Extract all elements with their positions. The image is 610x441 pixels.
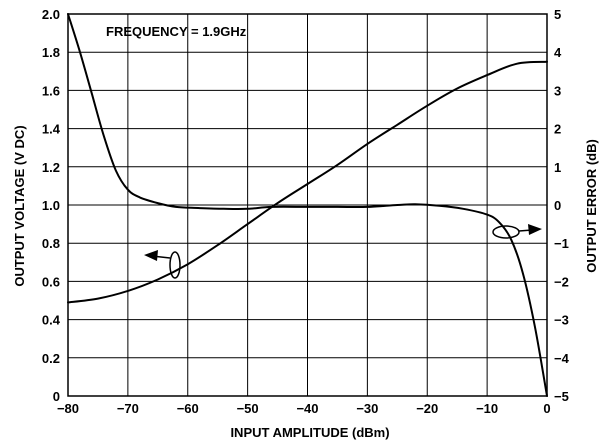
- x-tick-label: −80: [57, 401, 79, 416]
- y-right-tick-label: 5: [554, 7, 561, 22]
- y-left-tick-label: 0.4: [42, 313, 61, 328]
- y-right-tick-label: −5: [554, 389, 569, 404]
- y-left-tick-label: 1.0: [42, 198, 60, 213]
- x-tick-label: −30: [356, 401, 378, 416]
- grid: [67, 13, 548, 397]
- y-right-axis-title: OUTPUT ERROR (dB): [584, 139, 599, 273]
- y-left-tick-label: 1.6: [42, 83, 60, 98]
- x-axis-title: INPUT AMPLITUDE (dBm): [230, 425, 389, 440]
- plot-frame: [67, 13, 548, 397]
- y-left-tick-label: 0.2: [42, 351, 60, 366]
- output-voltage-line: [67, 60, 548, 304]
- y-right-tick-label: 4: [554, 45, 562, 60]
- y-left-tick-label: 1.2: [42, 160, 60, 175]
- x-tick-label: −40: [296, 401, 318, 416]
- y-right-tick-label: −4: [554, 351, 570, 366]
- x-tick-label: −60: [177, 401, 199, 416]
- y-right-tick-label: −2: [554, 274, 569, 289]
- tick-labels: −80 −70 −60 −50 −40 −30 −20 −10 000.20.40.60.81.…: [42, 7, 570, 416]
- y-left-tick-label: 0.6: [42, 274, 60, 289]
- x-tick-label: −50: [237, 401, 259, 416]
- right-series-pointer: [492, 224, 542, 239]
- x-tick-label: −20: [416, 401, 438, 416]
- y-left-tick-label: 1.4: [42, 122, 61, 137]
- y-right-tick-label: −3: [554, 313, 569, 328]
- output-error-line: [67, 13, 548, 397]
- y-right-tick-label: 1: [554, 160, 561, 175]
- y-left-tick-label: 1.8: [42, 45, 60, 60]
- x-tick-label: −10: [476, 401, 498, 416]
- y-right-tick-label: −1: [554, 236, 569, 251]
- y-left-tick-label: 0: [53, 389, 60, 404]
- frequency-annotation: FREQUENCY = 1.9GHz: [106, 24, 247, 39]
- x-tick-label: 0: [543, 401, 550, 416]
- frame: [67, 13, 548, 397]
- y-right-tick-label: 2: [554, 122, 561, 137]
- y-left-tick-label: 0.8: [42, 236, 60, 251]
- y-left-axis-title: OUTPUT VOLTAGE (V DC): [12, 125, 27, 286]
- y-right-tick-label: 3: [554, 83, 561, 98]
- series-layer: [67, 13, 548, 397]
- left-series-pointer: [144, 250, 181, 279]
- y-right-tick-label: 0: [554, 198, 561, 213]
- x-tick-label: −70: [117, 401, 139, 416]
- y-left-tick-label: 2.0: [42, 7, 60, 22]
